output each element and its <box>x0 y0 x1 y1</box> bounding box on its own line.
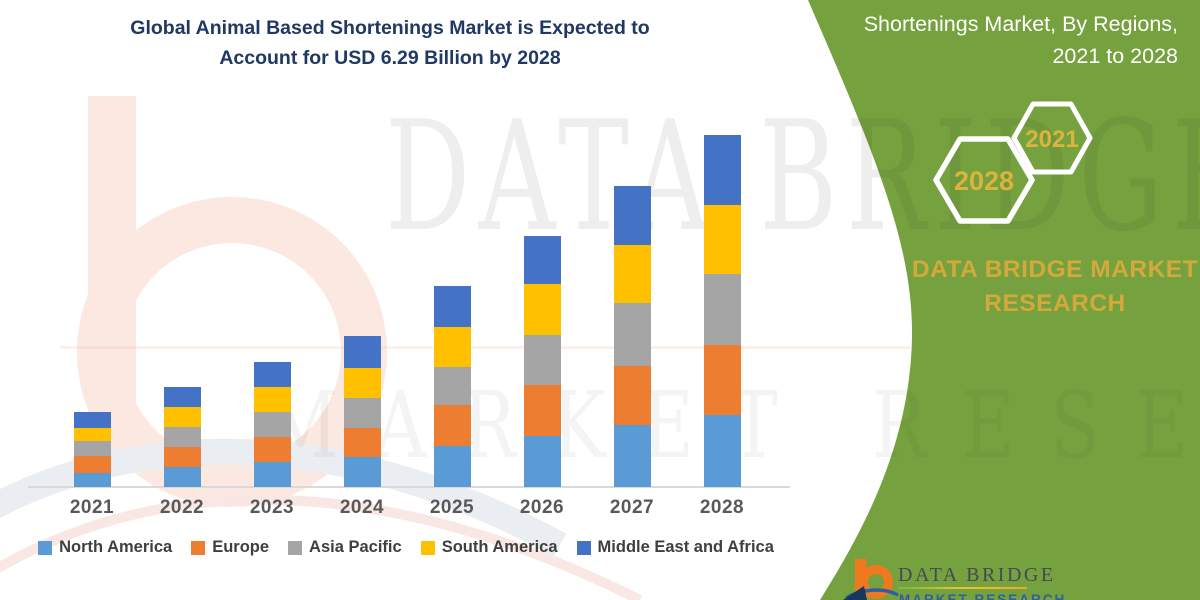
bar-segment-2023-south-america <box>253 387 291 412</box>
brand-text-line2: RESEARCH <box>984 289 1126 317</box>
bar-segment-2024-south-america <box>343 368 381 398</box>
brand-text: DATA BRIDGE MARKET RESEARCH <box>905 253 1200 321</box>
legend-label: South America <box>441 538 558 556</box>
x-axis-label-2025: 2025 <box>429 497 475 518</box>
chart-title-line1: Global Animal Based Shortenings Market i… <box>130 17 650 39</box>
bar-segment-2028-south-america <box>703 204 741 274</box>
hexagon-2028-label: 2028 <box>954 166 1014 196</box>
legend-label: Europe <box>212 538 270 556</box>
panel-title-line2: 2021 to 2028 <box>1052 44 1178 69</box>
legend-swatch-icon <box>420 540 435 555</box>
chart-legend: North America Europe Asia Pacific South Ame… <box>20 538 792 557</box>
logo-sail-icon <box>843 586 867 600</box>
bar-segment-2028-asia-pacific <box>703 273 741 346</box>
bar-segment-2022-europe <box>163 447 201 468</box>
legend-label: North America <box>59 538 173 556</box>
logo-b-icon <box>843 559 899 600</box>
bar-segment-2026-middle-east-and-africa <box>523 235 561 284</box>
bar-segment-2023-north-america <box>253 462 291 487</box>
x-axis-line <box>28 486 790 488</box>
legend-swatch-icon <box>38 540 53 555</box>
bar-segment-2025-north-america <box>433 445 471 487</box>
bar-segment-2022-middle-east-and-africa <box>163 387 201 407</box>
bar-segment-2022-north-america <box>163 467 201 487</box>
bar-segment-2024-asia-pacific <box>343 397 381 428</box>
bar-segment-2022-south-america <box>163 406 201 428</box>
chart-title-line2: Account for USD 6.29 Billion by 2028 <box>219 47 561 70</box>
bar-segment-2021-europe <box>73 456 111 473</box>
x-axis-label-2028: 2028 <box>699 497 745 518</box>
bar-segment-2026-south-america <box>523 283 561 336</box>
bar-segment-2026-north-america <box>523 436 561 487</box>
x-axis-label-2023: 2023 <box>249 497 295 518</box>
x-axis-label-2026: 2026 <box>519 497 565 518</box>
footer-logo-subtitle: MARKET RESEARCH <box>899 592 1067 600</box>
x-axis-label-2022: 2022 <box>159 497 205 518</box>
bar-segment-2028-north-america <box>703 414 741 487</box>
brand-text-line1: DATA BRIDGE MARKET <box>911 256 1199 283</box>
green-panel-shape <box>808 0 1200 600</box>
footer-logo-name: DATA BRIDGE <box>898 564 1056 586</box>
footer-logo-underline <box>898 587 1027 589</box>
hexagon-2021-icon: 2021 <box>1011 101 1093 175</box>
bar-segment-2021-south-america <box>73 427 111 441</box>
bar-segment-2027-europe <box>613 366 651 425</box>
bar-segment-2022-asia-pacific <box>163 427 201 448</box>
legend-item-middle-east-and-africa: Middle East and Africa <box>576 538 774 557</box>
bar-segment-2027-south-america <box>613 244 651 304</box>
panel-title: Shortenings Market, By Regions, 2021 to … <box>778 8 1178 73</box>
bar-segment-2028-middle-east-and-africa <box>703 134 741 205</box>
x-axis-label-2024: 2024 <box>339 497 385 518</box>
bar-segment-2025-asia-pacific <box>433 366 471 405</box>
legend-item-north-america: North America <box>38 538 172 557</box>
legend-swatch-icon <box>576 540 591 555</box>
bar-segment-2021-asia-pacific <box>73 440 111 457</box>
bar-segment-2021-north-america <box>73 473 111 487</box>
legend-swatch-icon <box>191 540 206 555</box>
legend-item-south-america: South America <box>420 538 558 557</box>
bar-segment-2024-middle-east-and-africa <box>343 336 381 369</box>
x-axis-label-2021: 2021 <box>69 497 115 518</box>
bar-segment-2025-south-america <box>433 326 471 367</box>
legend-item-europe: Europe <box>191 538 269 557</box>
bar-segment-2027-asia-pacific <box>613 303 651 367</box>
bar-segment-2021-middle-east-and-africa <box>73 411 111 428</box>
legend-label: Middle East and Africa <box>597 538 774 556</box>
bar-segment-2026-europe <box>523 385 561 437</box>
bar-segment-2025-europe <box>433 404 471 446</box>
bar-segment-2028-europe <box>703 345 741 415</box>
bar-segment-2023-europe <box>253 437 291 463</box>
bar-segment-2026-asia-pacific <box>523 335 561 386</box>
bar-segment-2027-middle-east-and-africa <box>613 185 651 245</box>
legend-item-asia-pacific: Asia Pacific <box>288 538 402 557</box>
chart-title: Global Animal Based Shortenings Market i… <box>90 13 690 73</box>
bar-segment-2025-middle-east-and-africa <box>433 285 471 327</box>
bar-segment-2027-north-america <box>613 424 651 487</box>
hexagon-2028-icon: 2028 <box>933 136 1035 224</box>
legend-label: Asia Pacific <box>309 538 402 556</box>
panel-title-line1: Shortenings Market, By Regions, <box>863 12 1178 36</box>
bar-segment-2023-asia-pacific <box>253 411 291 438</box>
bar-segment-2024-north-america <box>343 457 381 487</box>
bar-segment-2023-middle-east-and-africa <box>253 362 291 388</box>
x-axis-label-2027: 2027 <box>609 497 655 518</box>
legend-swatch-icon <box>288 540 303 555</box>
hexagon-2021-label: 2021 <box>1025 126 1078 153</box>
bar-segment-2024-europe <box>343 427 381 458</box>
